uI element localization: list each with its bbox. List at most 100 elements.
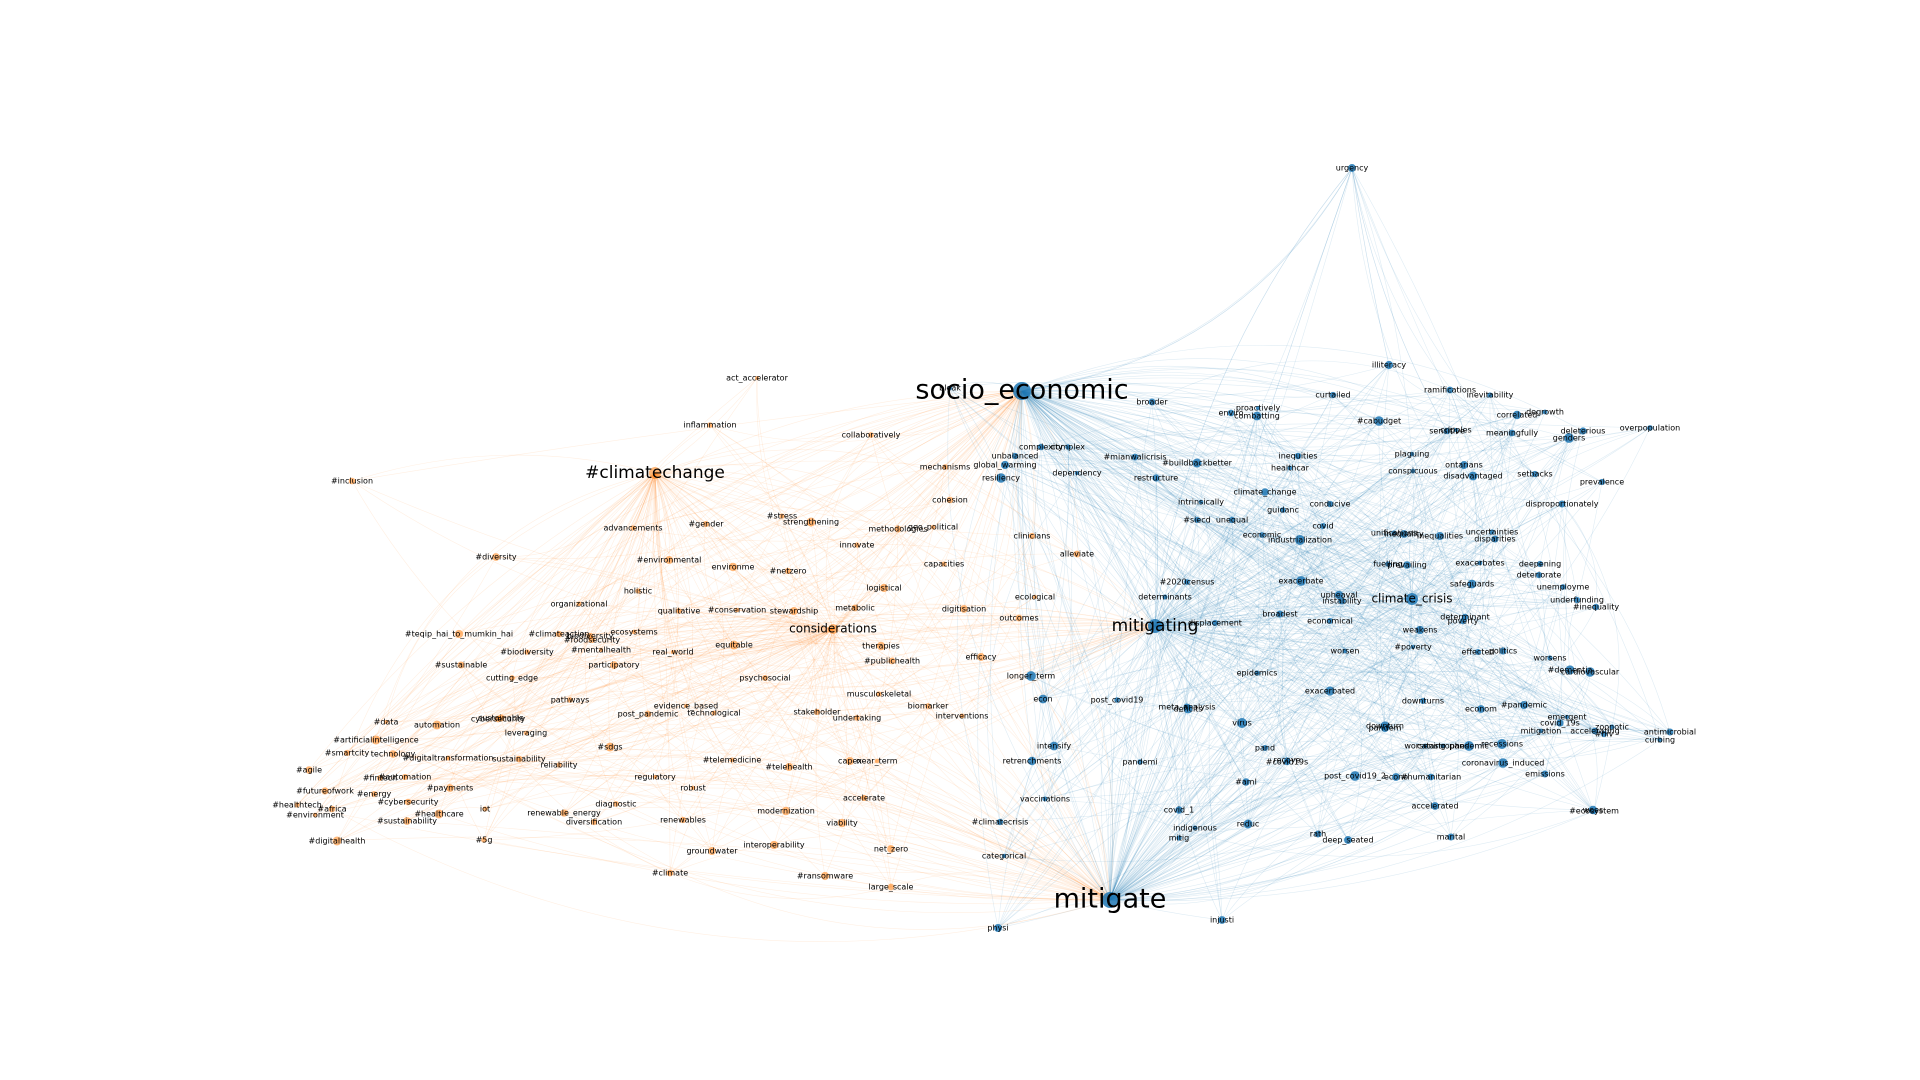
graph-edge <box>1044 755 1546 800</box>
graph-edge <box>392 699 571 755</box>
node-label: unemployme <box>1537 583 1590 592</box>
graph-edge <box>943 390 1023 565</box>
graph-node <box>383 719 389 725</box>
graph-node <box>860 794 868 802</box>
graph-edge <box>1021 390 1671 733</box>
graph-edge <box>1178 776 1397 839</box>
graph-edge <box>1154 462 1198 627</box>
graph-edge <box>891 466 946 662</box>
graph-edge <box>1411 598 1482 710</box>
graph-edge <box>682 625 1156 821</box>
graph-node <box>524 649 530 655</box>
graph-edge <box>314 472 656 816</box>
graph-edge <box>815 628 834 877</box>
graph-edge <box>733 390 1023 646</box>
graph-node <box>1460 461 1468 469</box>
graph-edge <box>1154 614 1571 671</box>
graph-edge <box>600 390 1023 651</box>
graph-node <box>1385 561 1391 567</box>
graph-edge <box>1109 708 1482 901</box>
graph-edge <box>1031 535 1156 627</box>
graph-edge <box>1154 625 1591 673</box>
graph-edge <box>1154 625 1504 764</box>
graph-edge <box>1100 412 1232 901</box>
graph-edge <box>373 472 656 795</box>
graph-edge <box>1299 470 1414 541</box>
graph-edge <box>1004 464 1044 762</box>
graph-edge <box>1021 390 1503 745</box>
graph-edge <box>1003 855 1111 901</box>
graph-edge <box>1411 598 1571 671</box>
graph-edge <box>1000 477 1156 627</box>
graph-node <box>925 703 931 709</box>
graph-edge <box>1196 462 1578 601</box>
graph-node <box>930 524 936 530</box>
graph-node <box>560 809 568 817</box>
graph-edge <box>558 625 1156 688</box>
graph-edge <box>407 472 656 803</box>
graph-edge <box>1351 167 1415 600</box>
graph-edge <box>856 390 1023 719</box>
graph-node <box>605 742 615 752</box>
graph-node <box>294 802 300 808</box>
graph-edge <box>1221 538 1496 921</box>
graph-edge <box>404 472 656 778</box>
node-label: poverty <box>1448 617 1479 626</box>
graph-edge <box>407 390 1023 803</box>
graph-edge <box>1450 586 1564 838</box>
node-label: unbalanced <box>992 452 1039 461</box>
graph-node <box>876 641 886 651</box>
graph-edge <box>678 390 1023 612</box>
graph-edge <box>980 656 1111 901</box>
graph-edge <box>1411 598 1671 733</box>
graph-edge <box>1154 625 1551 674</box>
graph-edge <box>1187 708 1386 730</box>
graph-edge <box>375 472 656 741</box>
graph-edge <box>832 628 872 799</box>
graph-node <box>1547 655 1553 661</box>
graph-edge <box>1412 470 1561 724</box>
graph-edge <box>1021 390 1118 701</box>
graph-edge <box>1472 475 1595 812</box>
graph-edge <box>1344 650 1362 841</box>
graph-edge <box>1154 625 1189 710</box>
graph-edge <box>1109 739 1661 901</box>
graph-edge <box>705 523 834 630</box>
graph-node <box>707 422 713 428</box>
node-label: genders <box>1553 434 1586 443</box>
graph-node <box>1073 550 1081 558</box>
graph-edge <box>1021 390 1444 747</box>
graph-edge <box>944 466 1114 901</box>
graph-edge <box>1186 427 1651 708</box>
node-label: #conservation <box>708 606 766 615</box>
node-label: logistical <box>866 584 901 593</box>
graph-node <box>590 818 598 826</box>
graph-edge <box>308 649 602 771</box>
graph-node <box>1536 560 1544 568</box>
graph-edge <box>654 472 892 888</box>
graph-node <box>1348 164 1356 172</box>
graph-edge <box>1109 708 1189 901</box>
graph-edge <box>1494 437 1570 540</box>
graph-edge <box>1004 464 1397 778</box>
graph-edge <box>1471 563 1541 585</box>
graph-edge <box>1044 625 1156 800</box>
graph-edge <box>1109 747 1266 901</box>
graph-edge <box>1549 657 1613 728</box>
graph-edge <box>1154 415 1258 627</box>
graph-edge <box>1053 705 1188 747</box>
node-label: #fintech <box>363 774 397 783</box>
graph-edge <box>1406 564 1578 603</box>
graph-edge <box>781 390 1023 517</box>
graph-edge <box>1109 728 1671 901</box>
graph-edge <box>1329 430 1584 692</box>
graph-edge <box>500 628 834 719</box>
graph-node <box>1538 728 1544 734</box>
graph-edge <box>1256 533 1405 674</box>
node-label: #dementia <box>1548 666 1593 675</box>
graph-edge <box>1208 407 1259 921</box>
graph-edge <box>609 714 963 748</box>
graph-edge <box>296 390 1023 806</box>
node-label: participatory <box>588 661 640 670</box>
graph-edge <box>963 608 1111 901</box>
